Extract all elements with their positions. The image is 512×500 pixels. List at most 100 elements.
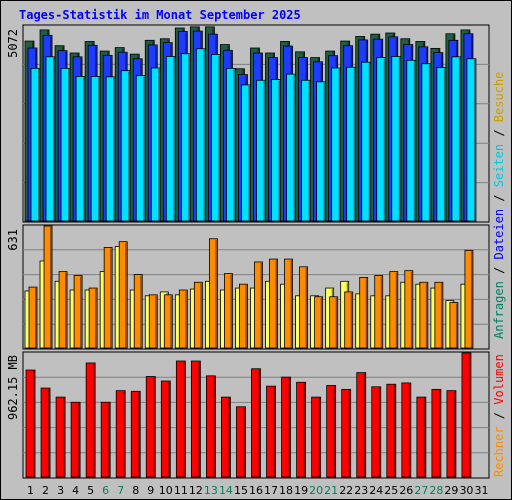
bar-shade-seiten-day-22 (353, 68, 356, 221)
bar-shade-seiten-day-26 (413, 61, 416, 221)
legend-entry: Besuche (492, 72, 506, 123)
bar-shade-seiten-day-21 (338, 68, 341, 221)
y-axis-label-1: 5072 (6, 29, 20, 58)
bar-shade-volumen-day-5 (93, 363, 95, 477)
bar-shade-seiten-day-25 (398, 57, 401, 221)
bar-shade-rechner-day-11 (185, 291, 187, 348)
x-tick-label-19: 19 (294, 484, 308, 497)
bar-volumen-day-28 (431, 388, 442, 478)
bar-shade-seiten-day-10 (173, 57, 175, 221)
bar-volumen-day-18 (281, 376, 291, 478)
bar-rechner-day-2 (43, 225, 53, 349)
bar-shade-rechner-day-15 (245, 285, 247, 348)
x-tick-label-13: 13 (204, 484, 218, 497)
bar-rechner-day-28 (434, 281, 444, 349)
bar-shade-seiten-day-19 (308, 81, 311, 221)
bar-volumen-day-22 (341, 388, 352, 478)
bar-rechner-day-6 (103, 247, 113, 349)
bar-shade-rechner-day-8 (140, 275, 142, 348)
bar-shade-seiten-day-9 (158, 68, 160, 221)
bar-shade-seiten-day-28 (443, 68, 446, 221)
bar-shade-rechner-day-13 (215, 239, 217, 348)
y-axis-label-2: 631 (6, 229, 20, 251)
bar-shade-rechner-day-14 (230, 274, 232, 348)
bar-shade-rechner-day-17 (275, 260, 278, 348)
bar-shade-seiten-day-12 (203, 49, 205, 221)
bar-seiten-day-30 (466, 58, 477, 222)
bar-rechner-day-20 (314, 296, 324, 349)
bar-shade-rechner-day-24 (380, 276, 383, 348)
bar-shade-seiten-day-13 (218, 55, 220, 221)
bar-shade-rechner-day-21 (335, 297, 338, 348)
bar-shade-volumen-day-8 (138, 392, 140, 477)
bar-rechner-day-21 (329, 296, 339, 349)
bar-shade-rechner-day-29 (455, 303, 458, 348)
bar-shade-volumen-day-29 (453, 391, 456, 477)
bar-shade-seiten-day-27 (428, 64, 431, 221)
x-tick-label-28: 28 (429, 484, 443, 497)
x-tick-label-18: 18 (279, 484, 293, 497)
x-tick-label-15: 15 (234, 484, 248, 497)
bar-rechner-day-27 (419, 281, 429, 349)
bar-rechner-day-8 (133, 274, 143, 349)
bar-shade-volumen-day-4 (78, 403, 80, 477)
bar-shade-seiten-day-16 (263, 81, 265, 221)
bar-rechner-day-13 (208, 238, 218, 349)
right-legend: Anfragen / Dateien / Seiten / Besuche Rec… (492, 72, 506, 477)
bar-rechner-day-19 (299, 266, 308, 349)
bar-shade-rechner-day-30 (470, 251, 473, 348)
bar-shade-volumen-day-22 (348, 390, 351, 477)
bar-volumen-day-10 (160, 380, 171, 478)
bar-shade-seiten-day-30 (473, 59, 476, 221)
bar-volumen-day-25 (386, 383, 397, 478)
x-tick-label-20: 20 (309, 484, 323, 497)
bar-shade-rechner-day-6 (110, 248, 112, 348)
bar-shade-rechner-day-26 (410, 271, 413, 348)
bar-volumen-day-16 (251, 368, 261, 478)
bar-shade-seiten-day-17 (278, 80, 281, 221)
bar-shade-volumen-day-11 (183, 362, 185, 477)
bar-volumen-day-20 (311, 396, 322, 478)
bar-shade-rechner-day-23 (365, 278, 368, 348)
x-tick-label-29: 29 (444, 484, 458, 497)
bar-rechner-day-10 (163, 294, 173, 349)
x-tick-label-21: 21 (324, 484, 338, 497)
bar-rechner-day-25 (389, 271, 399, 349)
bar-shade-rechner-day-25 (395, 272, 398, 348)
bar-shade-seiten-day-8 (143, 76, 145, 221)
bar-shade-rechner-day-2 (50, 227, 52, 348)
legend-entry: Anfragen (492, 281, 506, 339)
bar-rechner-day-26 (404, 270, 414, 349)
x-tick-label-24: 24 (369, 484, 383, 497)
x-axis-tick-labels: 1 2 3 4 5 6 7 8 9 10 11 12 13 14 15 16 17 18 19 20 21 22 23 24 2… (27, 484, 488, 497)
bar-shade-volumen-day-3 (63, 398, 65, 477)
x-tick-label-8: 8 (132, 484, 139, 497)
bar-rechner-day-1 (28, 286, 38, 349)
bar-shade-rechner-day-9 (155, 295, 157, 348)
x-tick-label-30: 30 (459, 484, 473, 497)
bar-shade-seiten-day-20 (323, 82, 326, 221)
bar-volumen-day-9 (145, 376, 156, 478)
legend-entry: / (492, 405, 506, 427)
bar-shade-volumen-day-6 (108, 403, 110, 477)
bar-rechner-day-29 (449, 302, 459, 349)
bar-rechner-day-14 (224, 273, 233, 349)
bar-rechner-day-18 (284, 258, 293, 349)
x-tick-label-23: 23 (354, 484, 368, 497)
bar-shade-seiten-day-5 (98, 77, 100, 221)
bar-volumen-day-4 (70, 401, 81, 478)
chart-title: Tages-Statistik im Monat September 2025 (19, 8, 301, 22)
x-tick-label-10: 10 (159, 484, 173, 497)
bar-shade-volumen-day-10 (168, 381, 170, 477)
y-axis-label-3: 962.15 MB (6, 355, 20, 420)
bar-rechner-day-23 (359, 277, 369, 349)
bar-volumen-day-23 (356, 372, 367, 478)
bar-shade-volumen-day-17 (273, 387, 276, 477)
legend-entry: / (492, 260, 506, 282)
x-tick-label-17: 17 (264, 484, 278, 497)
bar-shade-rechner-day-1 (35, 288, 37, 348)
bar-rechner-day-30 (464, 249, 474, 349)
bar-volumen-day-21 (326, 385, 337, 478)
